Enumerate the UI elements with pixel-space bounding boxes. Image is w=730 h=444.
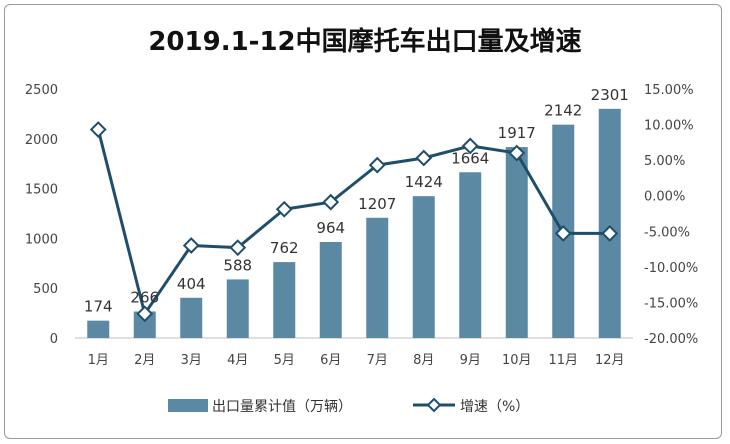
legend-bar-label: 出口量累计值（万辆） xyxy=(212,399,352,415)
growth-point xyxy=(275,200,293,218)
growth-point xyxy=(136,305,154,323)
bar xyxy=(366,217,389,338)
x-tick-label: 12月 xyxy=(595,353,625,368)
left-axis: 0 500 1000 1500 2000 2500 xyxy=(25,83,58,347)
x-tick-label: 6月 xyxy=(320,353,341,368)
bar-data-label: 1424 xyxy=(405,173,443,191)
growth-point xyxy=(368,156,386,174)
left-tick-label: 1000 xyxy=(25,232,58,247)
right-tick-label: -15.00% xyxy=(644,296,698,311)
x-tick-label: 8月 xyxy=(413,353,434,368)
bar xyxy=(226,279,249,338)
growth-point xyxy=(601,225,619,242)
growth-point xyxy=(554,225,572,242)
right-tick-label: -20.00% xyxy=(644,332,698,347)
right-tick-label: 5.00% xyxy=(644,154,685,169)
bar-data-label: 266 xyxy=(130,289,159,307)
x-tick-label: 9月 xyxy=(460,353,481,368)
bar xyxy=(273,262,296,338)
bar xyxy=(87,320,110,338)
left-tick-label: 0 xyxy=(50,332,58,347)
right-axis: -20.00% -15.00% -10.00% -5.00% 0.00% 5.00% 10.… xyxy=(644,83,698,347)
bar xyxy=(598,108,621,338)
bar xyxy=(319,241,342,338)
x-tick-label: 11月 xyxy=(548,353,578,368)
bar-data-label: 404 xyxy=(177,275,206,293)
bar-data-label: 762 xyxy=(270,239,299,257)
x-tick-label: 3月 xyxy=(181,353,202,368)
x-tick-label: 7月 xyxy=(367,353,388,368)
growth-point xyxy=(229,239,247,257)
x-tick-label: 4月 xyxy=(227,353,248,368)
bar xyxy=(459,172,482,338)
left-tick-label: 1500 xyxy=(25,183,58,198)
right-tick-label: 10.00% xyxy=(644,119,694,134)
growth-point xyxy=(508,144,526,162)
x-tick-label: 1月 xyxy=(88,353,109,368)
right-tick-label: -5.00% xyxy=(644,225,690,240)
legend-line-label: 增速（%） xyxy=(460,399,529,415)
right-tick-label: -10.00% xyxy=(644,261,698,276)
bar-data-label: 1664 xyxy=(451,149,489,167)
bar-data-label: 174 xyxy=(84,298,113,316)
chart-title: 2019.1-12中国摩托车出口量及增速 xyxy=(148,26,581,57)
bar-data-labels: 174 266 404 588 762 964 1207 1424 1664 1917 2142 23… xyxy=(84,86,629,316)
bar-data-label: 1917 xyxy=(498,124,536,142)
bar-data-label: 2301 xyxy=(591,86,629,104)
bar xyxy=(180,297,203,338)
bar-series xyxy=(87,108,621,338)
line-series xyxy=(89,121,619,323)
x-axis: 1月 2月 3月 4月 5月 6月 7月 8月 9月 10月 11月 12月 xyxy=(75,337,633,368)
right-tick-label: 0.00% xyxy=(644,190,685,205)
left-tick-label: 2500 xyxy=(25,83,58,98)
x-tick-label: 10月 xyxy=(502,353,532,368)
bar-data-label: 964 xyxy=(316,219,345,237)
growth-point xyxy=(182,237,200,254)
right-tick-label: 15.00% xyxy=(644,83,694,98)
chart-border xyxy=(4,4,722,439)
legend: 出口量累计值（万辆） 增速（%） xyxy=(168,397,529,415)
bar-data-label: 1207 xyxy=(358,195,396,213)
x-tick-label: 5月 xyxy=(274,353,295,368)
bar-data-label: 2142 xyxy=(544,102,582,120)
bar xyxy=(133,311,156,338)
bar-data-label: 588 xyxy=(223,256,252,274)
legend-line-marker xyxy=(426,397,442,413)
growth-point xyxy=(89,121,107,138)
bar xyxy=(505,147,528,338)
left-tick-label: 500 xyxy=(33,282,58,297)
growth-line xyxy=(96,129,610,316)
left-tick-label: 2000 xyxy=(25,133,58,148)
bar xyxy=(412,196,435,338)
x-tick-label: 2月 xyxy=(134,353,155,368)
legend-bar-swatch xyxy=(168,399,208,412)
growth-point xyxy=(415,149,433,167)
growth-point xyxy=(322,193,340,211)
growth-point xyxy=(461,137,479,155)
